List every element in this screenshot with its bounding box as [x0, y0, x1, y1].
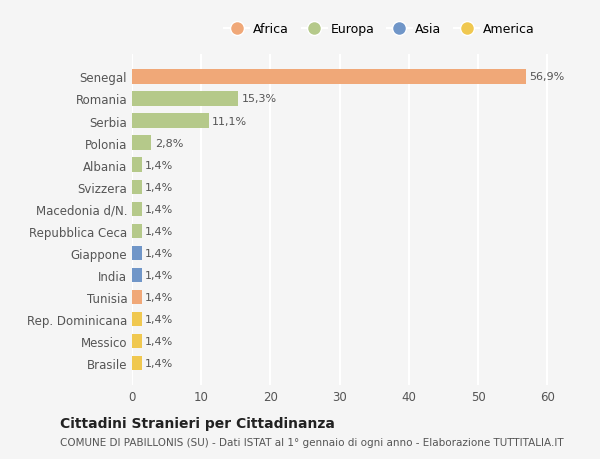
- Bar: [132, 92, 238, 106]
- Bar: [132, 70, 526, 84]
- Text: 1,4%: 1,4%: [145, 182, 173, 192]
- Bar: [132, 356, 142, 370]
- Text: 2,8%: 2,8%: [155, 138, 183, 148]
- Text: 1,4%: 1,4%: [145, 204, 173, 214]
- Bar: [132, 224, 142, 239]
- Text: 15,3%: 15,3%: [241, 94, 277, 104]
- Legend: Africa, Europa, Asia, America: Africa, Europa, Asia, America: [220, 18, 539, 41]
- Bar: [132, 136, 151, 151]
- Bar: [132, 114, 209, 129]
- Text: 1,4%: 1,4%: [145, 160, 173, 170]
- Bar: [132, 180, 142, 195]
- Text: 11,1%: 11,1%: [212, 116, 247, 126]
- Text: Cittadini Stranieri per Cittadinanza: Cittadini Stranieri per Cittadinanza: [60, 416, 335, 430]
- Bar: [132, 268, 142, 282]
- Text: 1,4%: 1,4%: [145, 314, 173, 325]
- Bar: [132, 202, 142, 217]
- Text: 1,4%: 1,4%: [145, 248, 173, 258]
- Text: 1,4%: 1,4%: [145, 358, 173, 369]
- Text: 1,4%: 1,4%: [145, 336, 173, 347]
- Bar: [132, 312, 142, 326]
- Text: COMUNE DI PABILLONIS (SU) - Dati ISTAT al 1° gennaio di ogni anno - Elaborazione: COMUNE DI PABILLONIS (SU) - Dati ISTAT a…: [60, 437, 563, 447]
- Bar: [132, 290, 142, 304]
- Bar: [132, 158, 142, 173]
- Bar: [132, 334, 142, 348]
- Text: 1,4%: 1,4%: [145, 226, 173, 236]
- Bar: [132, 246, 142, 261]
- Text: 1,4%: 1,4%: [145, 292, 173, 302]
- Text: 1,4%: 1,4%: [145, 270, 173, 280]
- Text: 56,9%: 56,9%: [529, 72, 565, 82]
